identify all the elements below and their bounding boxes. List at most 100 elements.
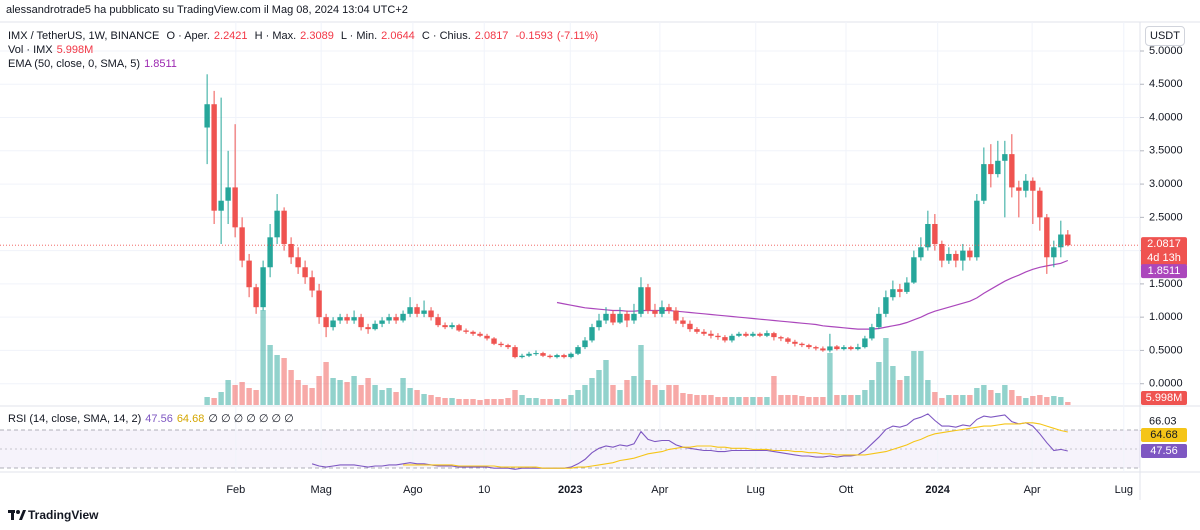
y-tick-label: 3.5000 <box>1149 145 1183 157</box>
candle-body <box>806 345 812 348</box>
volume-bar <box>491 399 497 405</box>
volume-bar <box>337 380 343 405</box>
candle-body <box>932 224 938 244</box>
ohlc-value: 2.0644 <box>381 30 415 42</box>
candle-body <box>848 347 854 350</box>
candle-body <box>890 289 896 298</box>
ohlc-label: L · Min. <box>340 30 378 42</box>
candle-body <box>1051 247 1057 258</box>
candle-body <box>232 187 238 228</box>
candle-body <box>295 257 301 268</box>
volume-bar <box>638 345 644 405</box>
volume-bar <box>659 390 665 405</box>
candle-body <box>708 333 714 336</box>
candle-body <box>757 333 763 336</box>
volume-bar <box>232 385 238 405</box>
price-pane <box>0 74 1140 405</box>
volume-bar <box>358 385 364 405</box>
volume-bar <box>344 382 350 405</box>
volume-bar <box>526 398 532 405</box>
volume-bar <box>792 395 798 405</box>
volume-bar <box>869 380 875 405</box>
volume-bar <box>862 390 868 405</box>
candle-body <box>589 327 595 341</box>
volume-bar <box>589 378 595 405</box>
candle-body <box>778 337 784 339</box>
candle-body <box>610 313 616 323</box>
countdown: 4d 13h <box>1147 252 1181 264</box>
volume-bar <box>204 397 210 405</box>
y-tick-label: 2.5000 <box>1149 211 1183 223</box>
ohlc-value: 2.3089 <box>300 30 334 42</box>
volume-bar <box>323 362 329 405</box>
candle-body <box>946 253 952 261</box>
volume-bar <box>729 397 735 405</box>
volume-bar <box>316 376 322 405</box>
volume-bar <box>372 385 378 405</box>
volume-bar <box>827 353 833 405</box>
candle-body <box>680 320 686 324</box>
candle-body <box>729 335 735 341</box>
volume-bar <box>260 310 266 405</box>
candle-body <box>267 237 273 268</box>
candle-body <box>386 317 392 321</box>
volume-bar <box>1058 397 1064 405</box>
volume-bar <box>267 345 273 405</box>
volume-bar <box>974 388 980 405</box>
legend-row: Vol · IMX 5.998M <box>8 43 602 57</box>
candle-body <box>1065 234 1071 246</box>
candle-body <box>1016 187 1022 191</box>
rsi-box <box>1141 443 1187 458</box>
volume-bar <box>981 385 987 405</box>
candle-body <box>337 317 343 321</box>
volume-bar <box>561 399 567 405</box>
x-tick-label: 2023 <box>558 484 582 496</box>
candle-body <box>1058 234 1064 248</box>
candle-body <box>365 327 371 330</box>
candle-body <box>827 346 833 351</box>
candle-body <box>1037 190 1043 218</box>
candle-body <box>974 200 980 258</box>
volume-bar <box>400 378 406 405</box>
rsi-tick-label: 66.03 <box>1149 415 1177 427</box>
volume-bar <box>960 395 966 405</box>
candle-body <box>687 323 693 330</box>
volume-bar <box>505 398 511 405</box>
volume-bar <box>673 385 679 405</box>
volume-bar <box>547 399 553 405</box>
currency-button[interactable]: USDT <box>1145 26 1185 46</box>
volume-bar <box>330 378 336 405</box>
candle-body <box>1044 217 1050 258</box>
volume-bar <box>379 390 385 405</box>
candle-body <box>666 307 672 311</box>
candle-body <box>512 347 518 358</box>
candle-body <box>533 353 539 355</box>
volume-bar <box>946 395 952 405</box>
volume-bar <box>582 385 588 405</box>
volume-bar <box>918 351 924 405</box>
logo <box>8 510 26 520</box>
candle-body <box>897 289 903 292</box>
y-tick-label: 1.0000 <box>1149 311 1183 323</box>
rsi-pane <box>311 413 1068 470</box>
volume-bar <box>736 397 742 405</box>
change-pct: (-7.11%) <box>556 30 599 42</box>
candle-body <box>638 287 644 314</box>
rsi-sma-box-label: 64.68 <box>1150 429 1178 441</box>
candle-body <box>960 250 966 261</box>
volume-bar <box>652 385 658 405</box>
x-tick-label: Ott <box>839 484 854 496</box>
candle-body <box>652 310 658 314</box>
volume-bar <box>393 392 399 405</box>
x-tick-label: 10 <box>478 484 490 496</box>
ohlc-label: H · Max. <box>254 30 297 42</box>
volume-bar <box>211 398 217 405</box>
volume-bar <box>799 396 805 405</box>
volume-bar <box>883 338 889 405</box>
volume-bar <box>904 376 910 405</box>
candle-body <box>554 355 560 358</box>
candle-body <box>645 287 651 311</box>
candle-body <box>799 343 805 346</box>
volume-bar <box>666 385 672 405</box>
volume-bar <box>764 397 770 405</box>
